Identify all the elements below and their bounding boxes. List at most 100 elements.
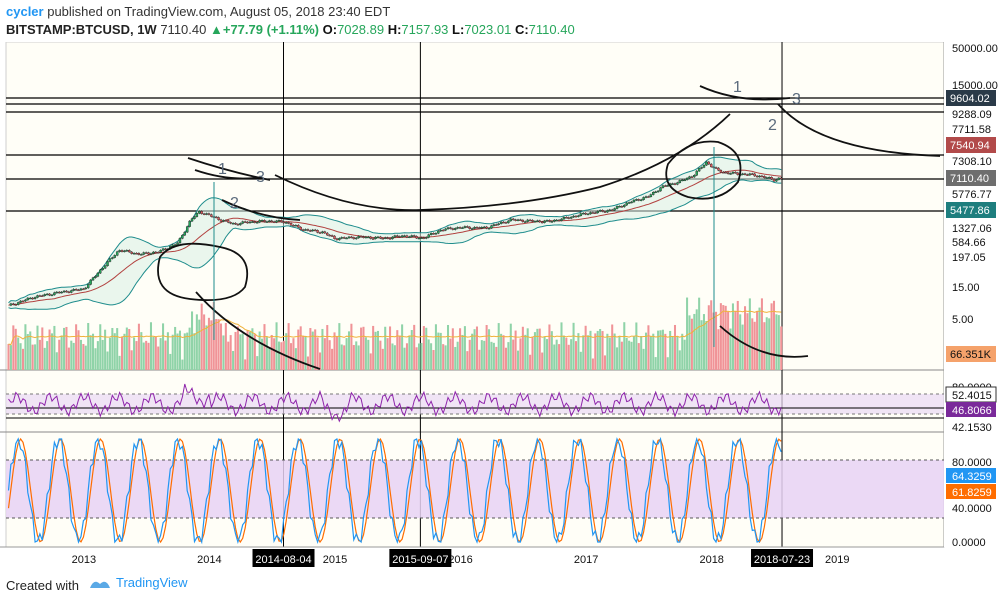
candle-body	[260, 220, 264, 222]
candle-body	[630, 201, 633, 204]
candle-body	[38, 295, 42, 297]
candle-body	[538, 220, 541, 223]
volume-bar	[637, 343, 640, 370]
time-axis-tick-label: 2014	[197, 554, 221, 566]
candle-body	[439, 229, 442, 232]
volume-bar	[181, 359, 184, 370]
volume-bar	[19, 343, 22, 370]
candle-body	[478, 227, 481, 229]
candle-body	[748, 173, 752, 176]
candle-body	[379, 236, 382, 239]
stoch-axis-label: 64.3259	[952, 471, 992, 483]
last-price: 7110.40	[160, 22, 207, 37]
volume-bar	[628, 340, 631, 370]
volume-bar	[690, 318, 693, 370]
volume-bar	[355, 341, 358, 370]
candle-body	[683, 179, 686, 182]
volume-bar	[449, 338, 452, 370]
candle-body	[323, 231, 327, 234]
volume-bar	[538, 328, 541, 370]
volume-bar	[574, 341, 578, 370]
candle-body	[485, 226, 488, 229]
volume-bar	[736, 300, 739, 370]
volume-bar	[446, 324, 450, 370]
circle-annotation	[157, 242, 249, 302]
candle-body	[248, 221, 252, 224]
tradingview-brand[interactable]: TradingView	[88, 575, 188, 590]
volume-bar	[217, 319, 220, 370]
volume-bar	[9, 345, 12, 370]
volume-bar	[418, 343, 421, 370]
candle-body	[560, 218, 563, 221]
volume-bar	[178, 330, 181, 370]
created-with-text: Created with	[6, 578, 79, 593]
candle-body	[598, 210, 602, 212]
volume-bar	[478, 349, 481, 370]
volume-bar	[705, 320, 708, 370]
volume-bar	[38, 339, 41, 370]
candle-body	[335, 238, 339, 241]
candle-body	[9, 303, 13, 306]
candle-body	[685, 177, 689, 181]
candle-body	[222, 220, 225, 222]
date-marker-label: 2015-09-07	[392, 554, 448, 566]
volume-bar	[328, 340, 331, 370]
candle-body	[270, 220, 273, 223]
candle-body	[263, 220, 266, 222]
volume-bar	[768, 318, 771, 370]
candle-body	[579, 213, 583, 216]
candle-body	[639, 199, 643, 201]
candle-body	[91, 277, 95, 281]
volume-bar	[309, 328, 312, 370]
volume-bar	[169, 353, 172, 370]
trend-annotation-curve	[195, 291, 321, 370]
candle-body	[282, 221, 286, 224]
candle-body	[656, 190, 660, 193]
volume-bar	[545, 339, 549, 370]
volume-bar	[321, 328, 324, 370]
trend-annotation-curve	[777, 103, 941, 157]
time-axis-tick-label: 2017	[574, 554, 598, 566]
author-name[interactable]: cycler	[6, 4, 44, 19]
candle-body	[487, 227, 491, 230]
volume-bar	[413, 324, 416, 370]
candle-body	[280, 220, 283, 223]
trend-annotation-curve	[274, 113, 731, 211]
volume-bar	[77, 330, 80, 370]
volume-bar	[149, 322, 153, 370]
volume-bar	[410, 330, 413, 370]
candle-body	[306, 229, 310, 231]
candle-body	[417, 237, 421, 240]
volume-bar	[229, 335, 232, 370]
volume-bar	[364, 337, 367, 370]
candle-body	[311, 229, 314, 232]
volume-bar	[405, 343, 408, 370]
candle-body	[642, 197, 645, 200]
volume-bar	[263, 324, 266, 370]
volume-bar	[427, 339, 430, 370]
candle-body	[14, 304, 17, 306]
candle-body	[200, 211, 203, 214]
volume-bar	[224, 322, 227, 370]
candle-body	[246, 221, 249, 224]
volume-bar	[130, 350, 133, 370]
volume-bar	[140, 332, 143, 370]
volume-bar	[338, 323, 341, 370]
volume-bar	[758, 307, 761, 370]
volume-bar	[415, 347, 418, 370]
candle-body	[108, 258, 112, 262]
candle-body	[673, 183, 677, 185]
candle-body	[251, 221, 254, 223]
candle-body	[304, 229, 307, 231]
volume-bar	[760, 298, 763, 370]
volume-bar	[347, 331, 351, 370]
volume-bar	[613, 333, 616, 370]
volume-bar	[84, 345, 87, 370]
volume-bar	[133, 337, 136, 370]
candle-body	[490, 225, 493, 229]
volume-bar	[572, 322, 575, 370]
candle-body	[553, 219, 556, 222]
candle-body	[620, 206, 624, 208]
candle-body	[176, 242, 179, 245]
